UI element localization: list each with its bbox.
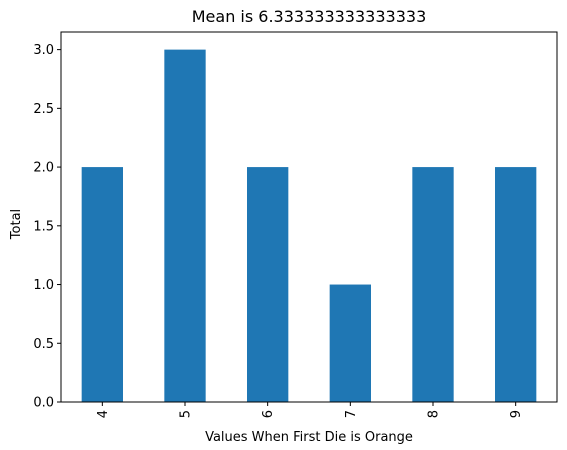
y-tick-label: 0.0 xyxy=(33,396,54,411)
bar-7 xyxy=(329,284,371,402)
x-tick-label: 7 xyxy=(344,410,359,418)
bar-6 xyxy=(247,167,289,402)
y-tick-label: 1.0 xyxy=(33,278,54,293)
bar-8 xyxy=(412,167,454,402)
bar-5 xyxy=(164,49,206,402)
y-tick-label: 1.5 xyxy=(33,219,54,234)
x-tick-label: 9 xyxy=(509,410,524,418)
x-axis-label: Values When First Die is Orange xyxy=(205,430,413,445)
x-tick-label: 5 xyxy=(179,410,194,418)
x-tick-label: 8 xyxy=(427,410,442,418)
x-tick-label: 6 xyxy=(261,410,276,418)
plot-area: 0.0 0.5 1.0 1.5 2.0 2.5 3.0 4 5 6 7 8 9 xyxy=(33,31,558,418)
plot-frame xyxy=(60,31,558,403)
bar-4 xyxy=(81,167,123,402)
y-tick-label: 3.0 xyxy=(33,43,54,58)
y-tick-label: 0.5 xyxy=(33,337,54,352)
bar-9 xyxy=(495,167,537,402)
y-tick-label: 2.0 xyxy=(33,161,54,176)
x-tick-label: 4 xyxy=(96,410,111,418)
y-tick-label: 2.5 xyxy=(33,102,54,117)
y-axis-label: Total xyxy=(9,209,24,240)
chart-title: Mean is 6.333333333333333 xyxy=(192,7,427,26)
